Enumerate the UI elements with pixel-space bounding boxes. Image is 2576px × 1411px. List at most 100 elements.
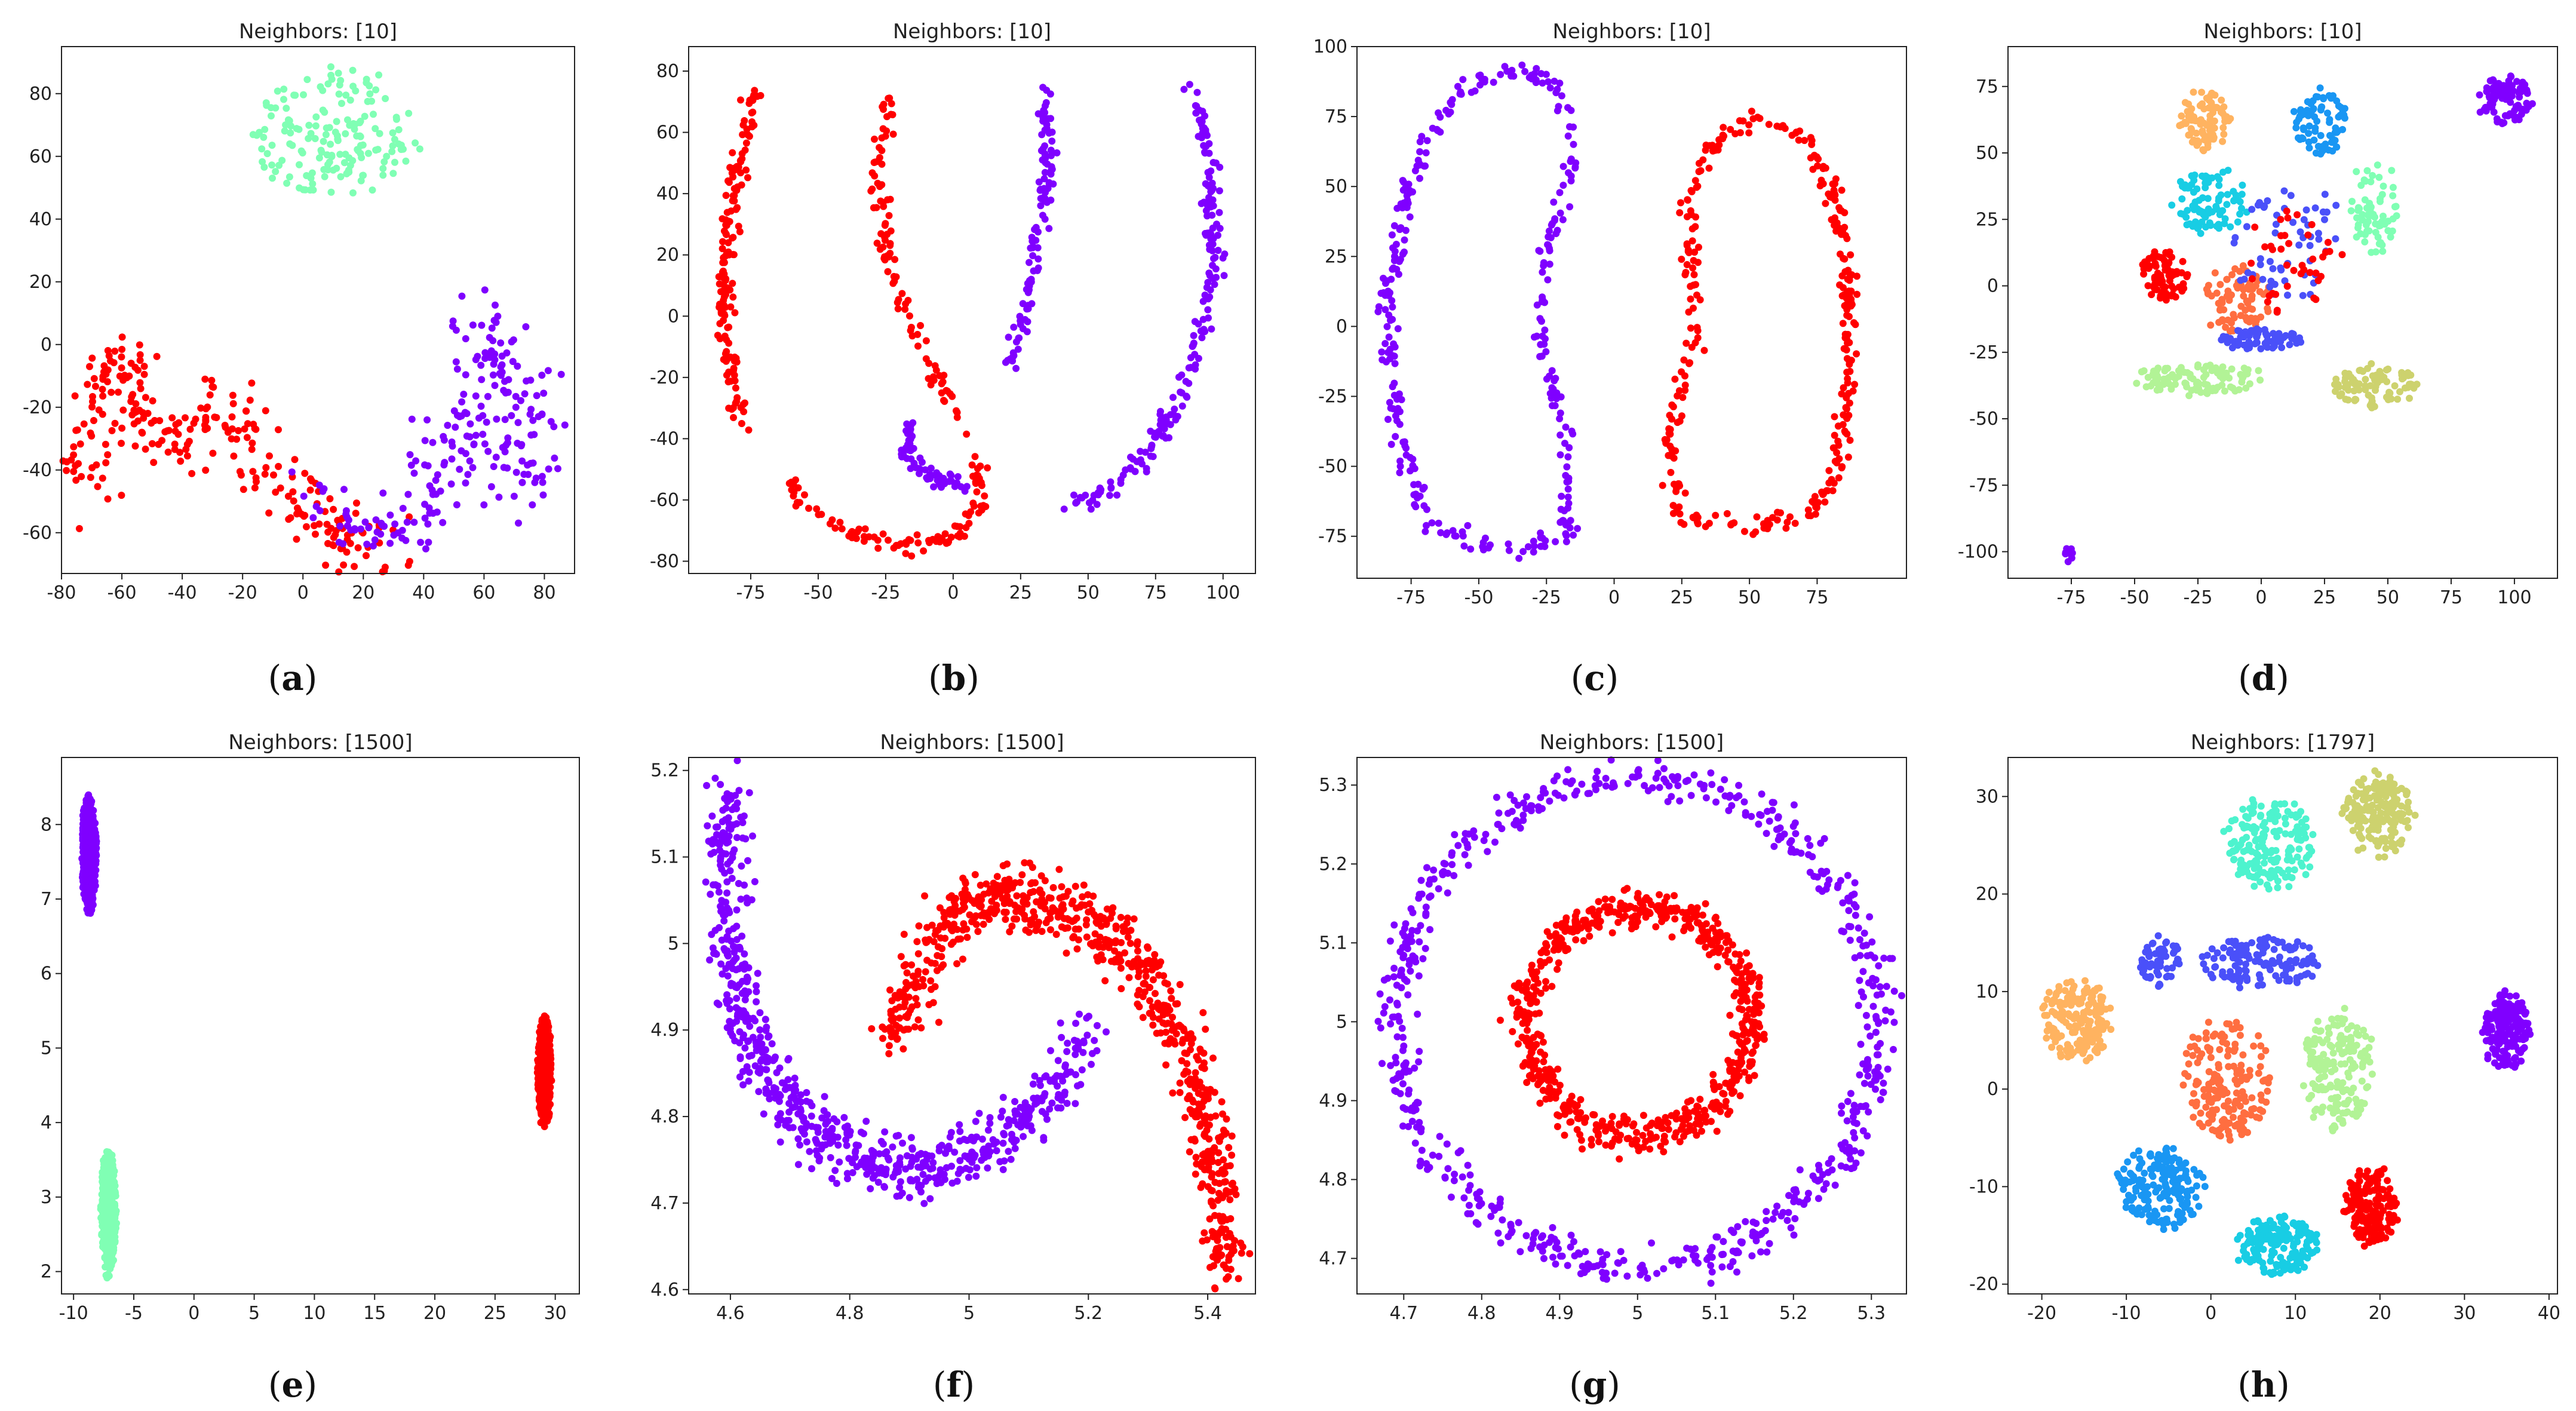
data-point — [1406, 189, 1414, 197]
data-point — [756, 1009, 764, 1017]
data-point — [2257, 345, 2265, 352]
data-point — [248, 446, 256, 453]
data-point — [526, 410, 534, 418]
data-point — [1533, 78, 1540, 86]
data-point — [1206, 246, 1214, 253]
data-point — [1416, 492, 1424, 500]
data-point — [1844, 453, 1852, 461]
x-tick-label: 5 — [248, 1303, 260, 1324]
x-tick-label: 0 — [947, 582, 959, 603]
data-point — [336, 151, 344, 158]
data-point — [109, 1167, 116, 1175]
data-point — [2366, 382, 2374, 389]
y-tick-label: 80 — [656, 61, 679, 82]
data-point — [2271, 229, 2279, 237]
chart-title: Neighbors: [10] — [239, 20, 397, 44]
data-point — [1705, 164, 1713, 172]
data-point — [541, 1026, 549, 1034]
data-point — [2378, 217, 2386, 225]
data-point — [1531, 333, 1538, 341]
data-point — [432, 477, 440, 484]
data-point — [721, 303, 729, 311]
data-point — [466, 420, 474, 428]
data-point — [1183, 393, 1191, 401]
data-point — [326, 124, 333, 131]
data-point — [2359, 367, 2367, 375]
data-point — [78, 473, 85, 480]
data-point — [228, 413, 236, 421]
data-point — [936, 372, 944, 379]
data-point — [2480, 106, 2488, 114]
data-point — [881, 222, 889, 229]
data-point — [874, 536, 882, 544]
data-point — [1844, 275, 1852, 283]
data-point — [1515, 554, 1523, 562]
data-point — [321, 173, 328, 180]
data-point — [1678, 256, 1685, 263]
data-point — [82, 808, 90, 816]
data-point — [462, 479, 469, 487]
data-point — [2321, 216, 2328, 223]
data-point — [2190, 113, 2198, 121]
data-point — [737, 96, 744, 104]
data-point — [882, 237, 889, 244]
data-point — [2253, 339, 2261, 346]
data-point — [426, 510, 434, 517]
x-tick-label: 25 — [1671, 587, 1693, 608]
data-point — [140, 415, 148, 422]
data-point — [836, 519, 844, 526]
data-point — [2248, 205, 2256, 213]
data-point — [2151, 260, 2159, 268]
data-point — [2165, 250, 2173, 258]
data-point — [2201, 380, 2209, 388]
data-point — [2206, 208, 2213, 216]
data-point — [1076, 1010, 1083, 1018]
data-point — [2307, 100, 2315, 108]
data-points — [2062, 72, 2536, 566]
data-point — [515, 519, 522, 527]
data-point — [2329, 92, 2337, 100]
data-point — [518, 441, 526, 449]
data-point — [1851, 381, 1859, 388]
data-point — [363, 75, 370, 83]
data-point — [540, 389, 548, 397]
data-point — [88, 403, 96, 411]
data-point — [1198, 334, 1206, 342]
data-point — [1158, 420, 1166, 428]
data-point — [2154, 372, 2161, 380]
data-point — [372, 86, 380, 94]
data-point — [2249, 305, 2256, 313]
data-point — [142, 445, 149, 453]
data-point — [1853, 290, 1861, 298]
data-point — [2368, 249, 2375, 256]
data-point — [1756, 115, 1764, 122]
data-point — [492, 453, 500, 461]
data-point — [2295, 134, 2302, 142]
data-point — [1041, 153, 1049, 161]
data-point — [1753, 513, 1761, 521]
data-point — [879, 125, 887, 133]
data-point — [282, 121, 290, 129]
y-tick-label: -50 — [1969, 409, 1998, 430]
data-point — [1017, 321, 1024, 329]
data-point — [2372, 229, 2380, 236]
data-point — [1390, 264, 1397, 272]
data-point — [1464, 522, 1472, 529]
data-point — [1412, 503, 1420, 511]
data-point — [158, 437, 166, 444]
data-point — [372, 516, 380, 524]
data-point — [999, 1165, 1007, 1173]
data-point — [941, 530, 949, 538]
data-point — [2290, 108, 2298, 115]
data-point — [2248, 327, 2256, 335]
data-point — [806, 1148, 813, 1155]
data-point — [1833, 219, 1841, 227]
data-point — [1459, 532, 1467, 540]
data-point — [85, 860, 93, 867]
data-point — [1034, 255, 1042, 263]
data-point — [1683, 261, 1691, 268]
data-point — [1564, 493, 1572, 501]
data-point — [343, 513, 351, 521]
data-point — [249, 468, 257, 476]
data-point — [312, 113, 320, 121]
